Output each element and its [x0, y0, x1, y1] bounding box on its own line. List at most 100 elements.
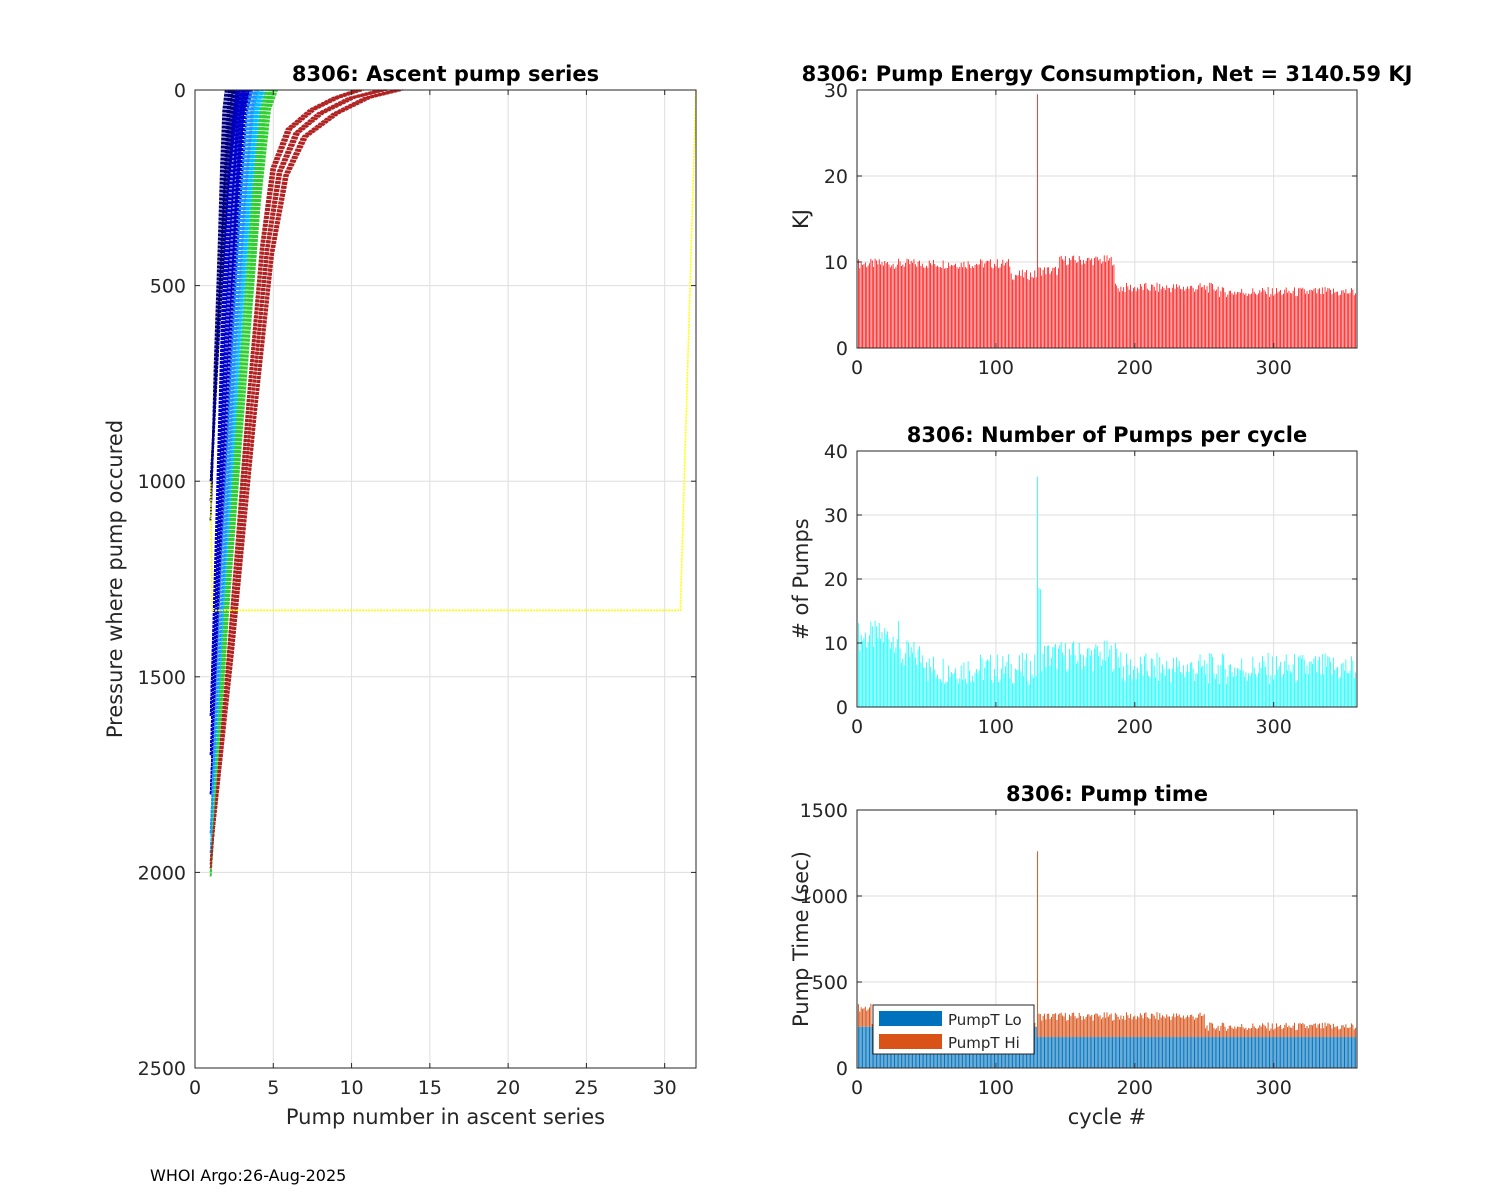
bar	[1173, 284, 1175, 348]
y-tick-label: 1500	[800, 800, 848, 822]
bar	[967, 261, 969, 348]
bar-pumpt-lo	[1107, 1037, 1109, 1068]
bar	[1214, 678, 1216, 707]
bar	[963, 662, 965, 707]
bar	[1026, 270, 1027, 348]
bar-pumpt-hi	[1260, 1026, 1262, 1038]
bar	[1342, 662, 1344, 707]
bar	[1306, 291, 1308, 348]
bar	[1053, 647, 1055, 707]
bar	[1094, 257, 1095, 348]
bar	[1105, 660, 1106, 707]
bar	[1010, 273, 1012, 348]
bar-pumpt-hi	[1206, 1025, 1208, 1038]
bar	[987, 260, 988, 348]
bar	[1220, 665, 1222, 707]
bar	[1045, 274, 1047, 348]
bar	[1119, 667, 1120, 707]
bar	[974, 672, 976, 707]
bar	[1064, 642, 1066, 707]
bar-pumpt-lo	[1238, 1037, 1240, 1068]
bar-pumpt-lo	[1292, 1037, 1294, 1068]
bar	[1309, 289, 1311, 348]
bar-pumpt-lo	[1274, 1037, 1276, 1068]
bar	[898, 258, 900, 348]
bar-pumpt-lo	[1169, 1037, 1170, 1068]
bar	[1164, 675, 1166, 707]
bar	[1314, 656, 1316, 707]
bar	[1219, 296, 1220, 348]
bar	[996, 259, 998, 348]
bar-pumpt-hi	[1084, 1019, 1086, 1038]
bar	[1266, 674, 1268, 707]
bar	[903, 266, 905, 348]
bar-pumpt-lo	[1349, 1037, 1351, 1068]
x-tick-label: 30	[653, 1077, 677, 1099]
bar	[1344, 292, 1345, 348]
bar	[949, 266, 951, 348]
bar-pumpt-lo	[1255, 1037, 1257, 1068]
bar	[1013, 683, 1015, 707]
bar	[892, 636, 894, 707]
bar	[905, 653, 906, 707]
bar	[976, 669, 977, 707]
bar-pumpt-hi	[1264, 1026, 1266, 1038]
bar	[1262, 288, 1263, 348]
bar	[926, 662, 927, 707]
bar-pumpt-hi	[1339, 1028, 1341, 1038]
bar-pumpt-hi	[1355, 1027, 1357, 1038]
bar	[1167, 288, 1169, 348]
bar	[944, 268, 945, 348]
bar-pumpt-lo	[1206, 1037, 1208, 1068]
bar	[1031, 674, 1033, 707]
bar-pumpt-hi	[1039, 1014, 1041, 1038]
bar	[1276, 656, 1277, 707]
bar-pumpt-hi	[864, 1006, 866, 1027]
bar-pumpt-lo	[1041, 1037, 1043, 1068]
bar-pumpt-hi	[860, 1007, 862, 1027]
bar-pumpt-hi	[1063, 1016, 1065, 1038]
bar-pumpt-hi	[1342, 1025, 1344, 1038]
bar-pumpt-hi	[1066, 1020, 1068, 1038]
bar-pumpt-lo	[1131, 1037, 1133, 1068]
bar-pumpt-lo	[1134, 1037, 1136, 1068]
bar-pumpt-lo	[1094, 1037, 1095, 1068]
bar	[1314, 288, 1316, 348]
bar-pumpt-hi	[1139, 1013, 1141, 1038]
bar	[1005, 666, 1006, 707]
bar	[1002, 259, 1004, 348]
bar	[1058, 268, 1059, 348]
bar	[1095, 644, 1097, 707]
bar-pumpt-lo	[1327, 1037, 1329, 1068]
bar	[1337, 291, 1338, 348]
bar	[863, 638, 865, 707]
bar-pumpt-lo	[857, 1026, 859, 1068]
bar-pumpt-lo	[1164, 1037, 1166, 1068]
bar-pumpt-hi	[1274, 1028, 1276, 1038]
bar	[1316, 672, 1318, 707]
bar-pumpt-hi	[1213, 1027, 1215, 1038]
bar	[927, 267, 929, 348]
pumptime-ylabel: Pump Time (sec)	[789, 851, 813, 1027]
bar	[1267, 652, 1269, 707]
bar-pumpt-lo	[1096, 1037, 1098, 1068]
bar	[1351, 656, 1352, 707]
bar	[1053, 267, 1055, 348]
bar	[1038, 588, 1040, 707]
bar	[1349, 670, 1351, 707]
bar	[908, 259, 909, 348]
bar	[1137, 287, 1138, 348]
bar	[1209, 653, 1211, 707]
bar-pumpt-lo	[1130, 1037, 1132, 1068]
bar	[1328, 657, 1330, 707]
bar-pumpt-lo	[1117, 1037, 1119, 1068]
bar	[1274, 674, 1276, 707]
bar-pumpt-hi	[1034, 1022, 1036, 1027]
bar-pumpt-lo	[1059, 1037, 1061, 1068]
bar	[949, 676, 951, 707]
bar-pumpt-lo	[1171, 1037, 1173, 1068]
bar	[1016, 275, 1018, 348]
bar	[1260, 667, 1262, 707]
y-tick-label: 10	[824, 252, 848, 274]
bar	[1237, 291, 1238, 348]
